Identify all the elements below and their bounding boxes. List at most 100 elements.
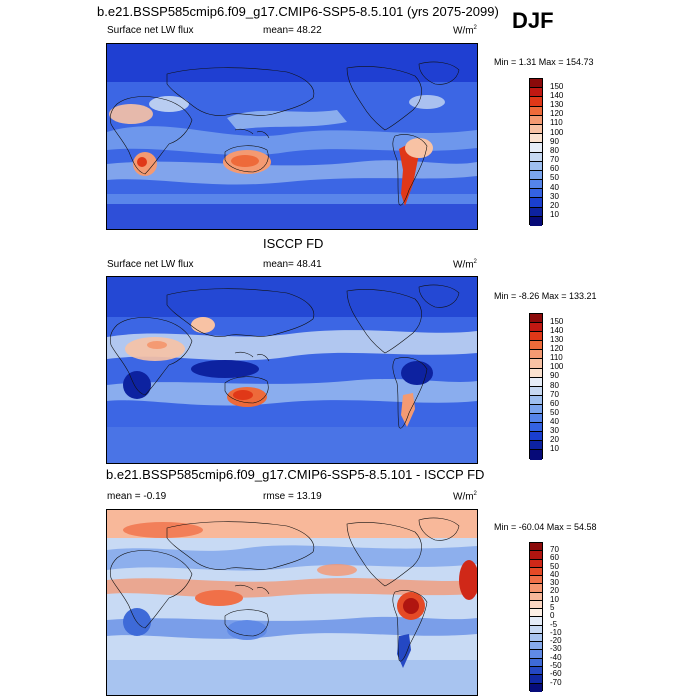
panel2-cbar-swatch: [530, 323, 542, 333]
panel3-cbar-swatch: [530, 633, 542, 643]
panel2-map: [106, 276, 478, 464]
panel3-cbar-swatch: [530, 642, 542, 651]
panel3-cbar-label: -5: [550, 620, 558, 629]
panel2-cbar-swatch: [530, 414, 542, 424]
panel3-cbar-label: 5: [550, 603, 555, 612]
panel3-cbar-swatch: [530, 666, 542, 676]
panel1-cbar-label: 90: [550, 137, 559, 146]
panel3-cbar-label: -10: [550, 628, 562, 637]
panel2-title: ISCCP FD: [263, 236, 324, 251]
panel2-cbar-swatch: [530, 377, 542, 387]
panel3-cbar-swatch: [530, 600, 542, 610]
panel1-cbar-swatch: [530, 198, 542, 208]
panel3-cbar-label: 0: [550, 611, 555, 620]
panel1-cbar-swatch: [530, 216, 542, 226]
panel2-cbar-swatch: [530, 395, 542, 405]
panel2-cbar-swatch: [530, 450, 542, 460]
panel1-units: W/m2: [453, 25, 477, 37]
panel1-cbar-label: 80: [550, 146, 559, 155]
panel3-cbar-swatch: [530, 625, 542, 634]
panel3-colorbar: [529, 542, 543, 692]
panel3-cbar-swatch: [530, 584, 542, 593]
panel2-cbar-swatch: [530, 341, 542, 351]
panel2-cbar-swatch: [530, 350, 542, 360]
panel3-cbar-swatch: [530, 559, 542, 568]
panel2-cbar-label: 20: [550, 435, 559, 444]
panel1-cbar-label: 150: [550, 82, 564, 91]
panel3-cbar-swatch: [530, 617, 542, 626]
panel2-cbar-swatch: [530, 404, 542, 415]
panel1-cbar-swatch: [530, 207, 542, 217]
panel3-cbar-swatch: [530, 683, 542, 692]
panel2-cbar-label: 130: [550, 335, 564, 344]
panel2-cbar-label: 80: [550, 381, 559, 390]
panel1-cbar-label: 130: [550, 100, 564, 109]
panel3-cbar-swatch: [530, 543, 542, 552]
panel3-cbar-label: 50: [550, 562, 559, 571]
panel3-cbar-label: -60: [550, 669, 562, 678]
panel2-colorbar: [529, 313, 543, 460]
panel1-cbar-swatch: [530, 143, 542, 153]
panel3-map: [106, 509, 478, 696]
panel3-rmse-label: rmse = 13.19: [263, 491, 322, 502]
panel2-cbar-label: 150: [550, 317, 564, 326]
panel2-cbar-label: 60: [550, 399, 559, 408]
panel1-cbar-label: 50: [550, 173, 559, 182]
panel2-minmax: Min = -8.26 Max = 133.21: [494, 291, 597, 301]
panel1-cbar-swatch: [530, 134, 542, 144]
panel3-cbar-swatch: [530, 675, 542, 684]
panel1-cbar-swatch: [530, 124, 542, 135]
panel1-map: [106, 43, 478, 230]
panel3-cbar-label: -70: [550, 678, 562, 687]
panel2-variable-label: Surface net LW flux: [107, 259, 194, 270]
panel1-cbar-label: 60: [550, 164, 559, 173]
panel3-cbar-label: 60: [550, 553, 559, 562]
panel2-cbar-label: 110: [550, 353, 563, 362]
panel1-cbar-swatch: [530, 97, 542, 107]
panel1-cbar-swatch: [530, 152, 542, 162]
panel2-cbar-label: 70: [550, 390, 559, 399]
panel3-cbar-label: 40: [550, 570, 559, 579]
panel1-cbar-label: 70: [550, 155, 559, 164]
panel2-cbar-swatch: [530, 432, 542, 442]
panel1-cbar-swatch: [530, 79, 542, 89]
panel3-cbar-label: 20: [550, 586, 559, 595]
panel3-cbar-swatch: [530, 576, 542, 585]
panel3-cbar-label: -50: [550, 661, 562, 670]
panel1-variable-label: Surface net LW flux: [107, 25, 194, 36]
panel1-cbar-swatch: [530, 189, 542, 199]
panel3-cbar-swatch: [530, 650, 542, 659]
panel2-cbar-swatch: [530, 359, 542, 369]
panel1-cbar-label: 20: [550, 201, 559, 210]
panel3-cbar-label: -40: [550, 653, 562, 662]
panel2-cbar-label: 40: [550, 417, 559, 426]
panel1-cbar-swatch: [530, 115, 542, 125]
panel3-map-svg: [107, 510, 477, 695]
panel1-cbar-label: 120: [550, 109, 564, 118]
panel1-cbar-swatch: [530, 180, 542, 190]
panel3-cbar-swatch: [530, 658, 542, 667]
panel3-title: b.e21.BSSP585cmip6.f09_g17.CMIP6-SSP5-8.…: [106, 467, 485, 482]
panel2-cbar-swatch: [530, 368, 542, 378]
panel3-mean-label: mean = -0.19: [107, 491, 167, 502]
panel1-title: b.e21.BSSP585cmip6.f09_g17.CMIP6-SSP5-8.…: [97, 4, 499, 19]
panel2-cbar-label: 140: [550, 326, 564, 335]
panel2-cbar-swatch: [530, 332, 542, 342]
panel3-cbar-swatch: [530, 609, 542, 618]
panel3-minmax: Min = -60.04 Max = 54.58: [494, 522, 597, 532]
panel3-cbar-label: -20: [550, 636, 562, 645]
panel2-cbar-swatch: [530, 441, 542, 451]
panel1-cbar-swatch: [530, 106, 542, 116]
panel3-units: W/m2: [453, 491, 477, 503]
panel2-units: W/m2: [453, 259, 477, 271]
panel1-cbar-swatch: [530, 170, 542, 181]
panel2-cbar-label: 90: [550, 371, 559, 380]
panel1-cbar-label: 30: [550, 192, 559, 201]
panel3-cbar-label: 10: [550, 595, 559, 604]
panel1-cbar-swatch: [530, 161, 542, 171]
panel1-cbar-label: 40: [550, 183, 559, 192]
panel1-cbar-swatch: [530, 88, 542, 98]
panel1-colorbar: [529, 78, 543, 226]
panel2-cbar-swatch: [530, 386, 542, 396]
panel2-cbar-label: 10: [550, 444, 559, 453]
